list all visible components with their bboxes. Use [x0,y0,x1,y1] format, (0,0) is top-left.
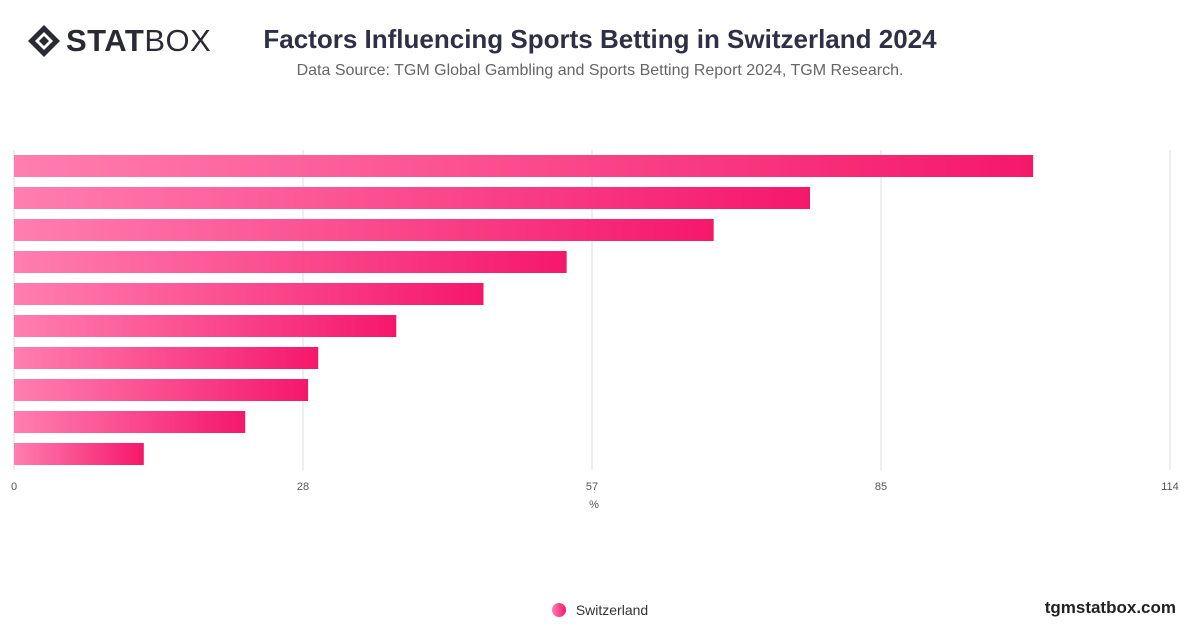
x-tick-label: 0 [11,481,17,493]
legend-label: Switzerland [575,602,649,618]
bar[interactable] [14,283,484,305]
x-axis-label: % [589,499,599,511]
chart-subtitle: Data Source: TGM Global Gambling and Spo… [296,62,904,79]
bar[interactable] [14,187,811,209]
bar[interactable] [14,411,246,433]
x-tick-label: 57 [586,481,598,493]
logo-text: STATBOX [66,23,211,59]
bar[interactable] [14,315,397,337]
x-tick-label: 114 [1161,481,1179,493]
chart-title: Factors Influencing Sports Betting in Sw… [263,24,937,54]
x-tick-label: 28 [297,481,309,493]
bar[interactable] [14,443,144,465]
x-tick-label: 85 [875,481,887,493]
bar[interactable] [14,219,714,241]
bar[interactable] [14,379,309,401]
bar[interactable] [14,347,319,369]
bar[interactable] [14,251,567,273]
diamond-logo-icon [28,25,60,57]
logo-text-bold: STAT [66,23,145,58]
bar[interactable] [14,155,1034,177]
legend[interactable]: Switzerland [0,602,1200,618]
statbox-logo: STATBOX [26,22,236,60]
legend-swatch [551,603,566,617]
logo-text-light: BOX [144,23,212,58]
x-axis-ticks: 0 28 57 85 114 [11,481,1179,493]
site-url: tgmstatbox.com [1044,598,1176,617]
bars [14,155,1034,465]
